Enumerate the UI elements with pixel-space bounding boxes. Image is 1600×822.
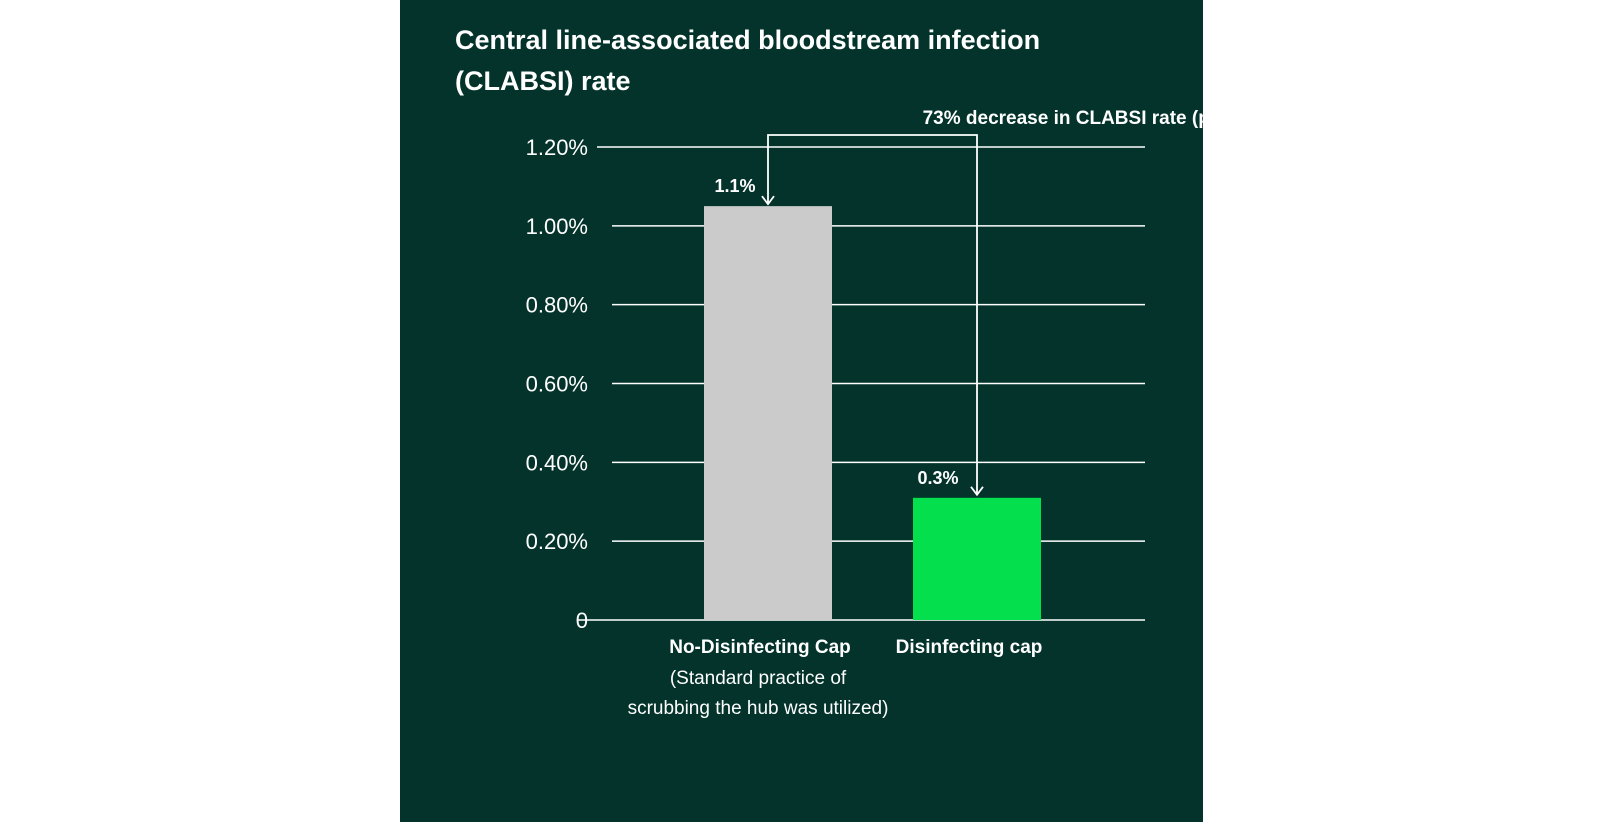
category-sublabel: (Standard practice of <box>670 668 847 689</box>
y-tick-label: 1.00% <box>526 214 588 239</box>
chart-title-line: (CLABSI) rate <box>455 66 631 96</box>
category-sublabel: scrubbing the hub was utilized) <box>628 698 889 719</box>
y-tick-label: 0.20% <box>526 529 588 554</box>
y-tick-label: 0.40% <box>526 450 588 475</box>
annotation-connector <box>761 134 984 497</box>
chart-panel: Central line-associated bloodstream infe… <box>400 0 1203 822</box>
bar <box>913 497 1041 620</box>
data-label: 0.3% <box>917 468 958 488</box>
chart-text: Central line-associated bloodstream infe… <box>455 25 1203 719</box>
annotation-text: 73% decrease in CLABSI rate (p=0.0013) <box>923 108 1203 129</box>
y-tick-label: 0 <box>576 608 588 633</box>
category-label: Disinfecting cap <box>896 637 1043 658</box>
y-tick-label: 0.80% <box>526 293 588 318</box>
clabsi-bar-chart: Central line-associated bloodstream infe… <box>400 0 1203 822</box>
y-tick-label: 1.20% <box>526 135 588 160</box>
arrowhead <box>761 195 775 206</box>
bar <box>704 206 832 620</box>
chart-title-line: Central line-associated bloodstream infe… <box>455 25 1040 55</box>
arrowhead <box>970 486 984 497</box>
data-label: 1.1% <box>714 176 755 196</box>
gridlines <box>577 146 1145 621</box>
category-label: No-Disinfecting Cap <box>669 637 851 658</box>
annotation-bracket <box>767 134 978 495</box>
y-tick-label: 0.60% <box>526 372 588 397</box>
bars <box>704 206 1041 620</box>
